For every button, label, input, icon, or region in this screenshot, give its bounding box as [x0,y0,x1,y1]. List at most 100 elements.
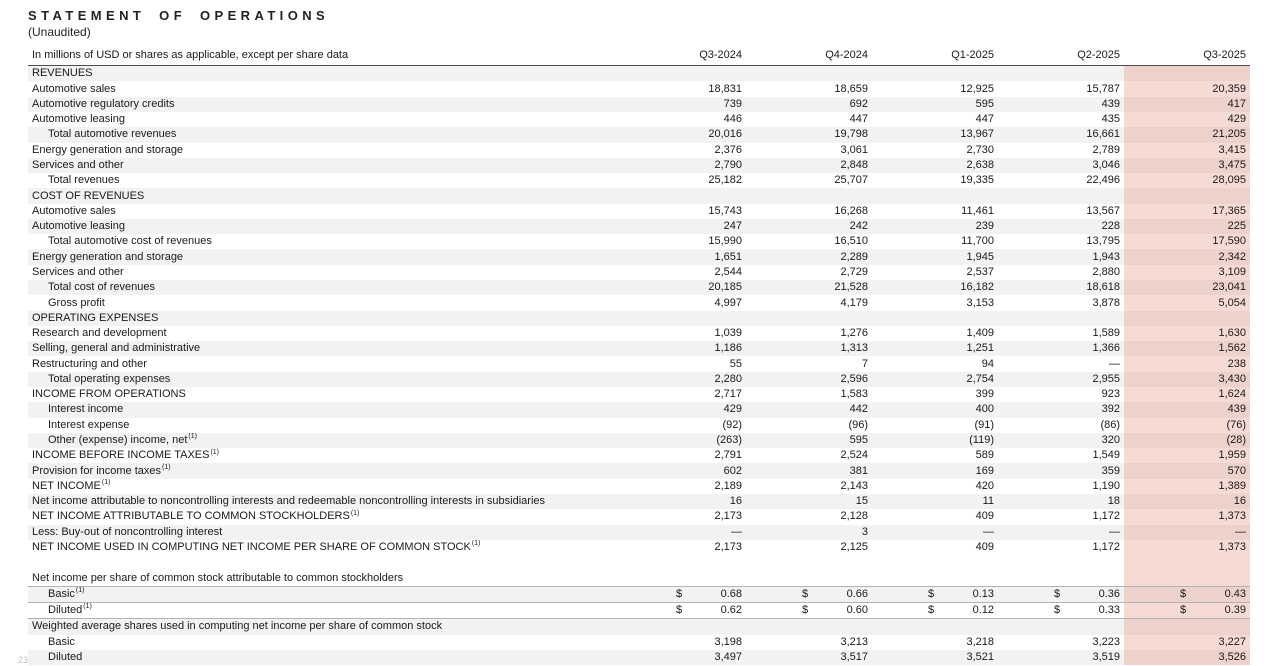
row-label: Less: Buy-out of noncontrolling interest [28,524,620,540]
value-cell: 3,521 [872,649,998,666]
row-label: NET INCOME USED IN COMPUTING NET INCOME … [32,540,481,553]
value-cell: 247 [620,218,746,235]
dollar-sign: $ [1054,604,1061,617]
value-cell [620,555,746,570]
column-header-q1-2025: Q1-2025 [872,48,998,67]
value-cell: — [998,524,1124,540]
value-cell: 11,700 [961,235,994,248]
value-cell: 18,618 [998,280,1124,296]
row-label: Restructuring and other [32,357,147,370]
value-cell: 1,172 [1092,510,1120,523]
value-cell: 2,128 [840,510,868,523]
value-cell: 18,659 [834,82,868,95]
value-cell: 2,524 [840,449,868,462]
table-row: Energy generation and storage 1,651 2,289 1… [28,249,1250,265]
table-row: NET INCOME ATTRIBUTABLE TO COMMON STOCKH… [28,509,1250,525]
value-cell: (91) [974,418,994,431]
value-cell: 2,596 [746,371,872,387]
row-label: Total automotive cost of revenues [48,235,212,248]
row-label: Net income attributable to noncontrollin… [28,493,620,510]
row-label: Selling, general and administrative [28,341,620,357]
table-row: Net income per share of common stock att… [28,570,1250,587]
footnote-marker: (1) [210,448,220,456]
value-cell [1124,555,1250,571]
value-cell: 692 [746,96,872,112]
row-label: Basic(1) [28,585,620,603]
table-row: Total revenues 25,182 25,707 19,335 22,496 28… [28,173,1250,189]
table-row: Total automotive revenues 20,016 19,798 13,… [28,127,1250,143]
value-cell: 3,218 [966,635,994,648]
value-cell: 2,717 [714,388,742,401]
value-cell [872,310,998,326]
value-cell: 1,651 [620,249,746,265]
value-cell: 2,544 [714,265,742,278]
value-cell: 1,549 [1092,449,1120,462]
value-cell: 3,153 [966,296,994,309]
table-row: Gross profit 4,997 4,179 3,153 3,878 5,054 [28,295,1250,311]
value-cell: 2,342 [1124,249,1250,265]
value-cell: 13,567 [1086,204,1120,217]
table-row: Basic 3,198 3,213 3,218 3,223 3,227 [28,634,1250,650]
dollar-sign: $ [802,587,809,600]
value-cell: 242 [746,218,872,235]
table-row: Selling, general and administrative 1,186… [28,341,1250,357]
value-cell: 447 [975,113,994,126]
value-cell: 20,359 [1124,81,1250,97]
value-cell: 1,373 [1124,509,1250,525]
value-cell [1124,310,1250,326]
value-cell: 417 [1124,96,1250,112]
value-cell: $0.36 [998,585,1124,603]
table-row [28,555,1250,571]
value-cell [872,570,998,586]
value-cell: 3,519 [998,649,1124,666]
value-cell: 239 [872,218,998,235]
value-cell: 2,848 [746,157,872,174]
row-label: Total cost of revenues [28,280,620,296]
table-row: Energy generation and storage 2,376 3,061 2… [28,142,1250,158]
value-cell: 16 [1124,493,1250,510]
value-cell: 1,373 [1124,539,1250,556]
value-cell [620,310,746,326]
dollar-sign: $ [928,604,935,617]
row-label: Diluted [28,649,620,666]
value-cell: 1,172 [1092,541,1120,553]
value-cell: 1,389 [1124,478,1250,494]
value-cell: 2,376 [714,143,742,156]
value-cell: 3,430 [1124,371,1250,387]
value-cell: 1,945 [872,249,998,265]
value-cell: $0.68 [620,585,746,603]
row-label: Gross profit [48,296,105,309]
column-header-q3-2024: Q3-2024 [620,48,746,67]
table-row: Restructuring and other 55 7 94 — 238 [28,356,1250,372]
table-row: INCOME BEFORE INCOME TAXES(1) 2,791 2,524 5… [28,448,1250,464]
row-label: NET INCOME(1) [32,479,111,492]
value-cell: 3,109 [1124,264,1250,281]
value-cell: 20,185 [620,280,746,296]
table-row: Services and other 2,790 2,848 2,638 3,046 3,… [28,157,1250,174]
table-row: Diluted(1) $0.62 $0.60 $0.12 $0.33 $0.39 [28,601,1250,620]
value-cell: 439 [1124,402,1250,418]
table-row: REVENUES [28,65,1250,82]
value-cell: 5,054 [1124,295,1250,311]
value-cell: 22,496 [1086,174,1120,187]
value-cell: 3,223 [1092,635,1120,648]
table-row: Interest income 429 442 400 392 439 [28,402,1250,418]
row-label: INCOME BEFORE INCOME TAXES(1) [32,448,220,462]
table-row: Basic(1) $0.68 $0.66 $0.13 $0.36 $0.43 [28,585,1250,603]
value-cell: 228 [998,218,1124,235]
value-cell: $0.39 [1124,601,1250,620]
footnote-marker: (1) [162,463,171,471]
value-cell: (28) [1124,432,1250,449]
value-cell: — [1109,357,1120,370]
value-cell: 13,967 [872,127,998,143]
value-cell: 19,335 [960,174,994,187]
value-cell: 3,415 [1124,142,1250,158]
value-cell: 2,143 [840,479,868,492]
value-cell [746,555,872,570]
value-cell: (119) [872,432,998,449]
value-cell: 435 [1101,113,1120,126]
value-cell: (76) [1124,417,1250,433]
value-cell: 16,182 [872,280,998,296]
table-row: Diluted 3,497 3,517 3,521 3,519 3,526 [28,649,1250,666]
page-title: STATEMENT OF OPERATIONS [28,8,330,23]
